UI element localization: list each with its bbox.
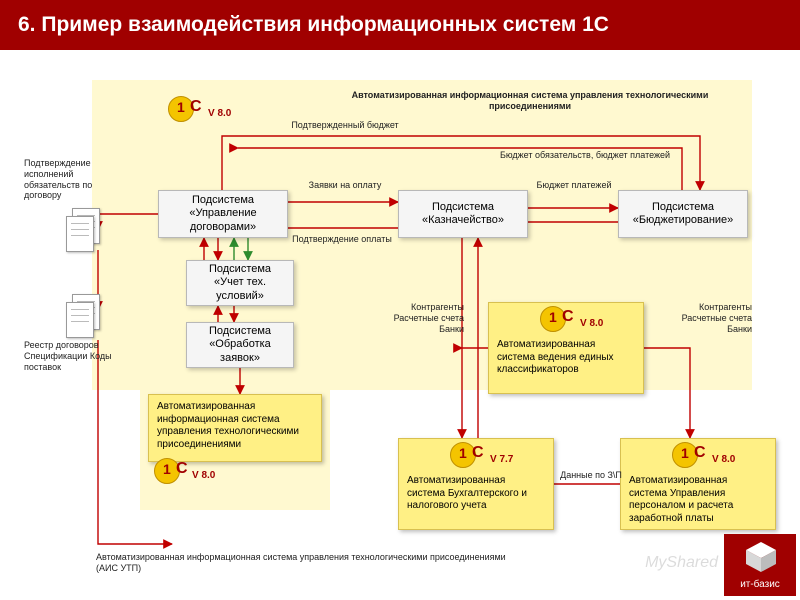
flow-label: Бюджет обязательств, бюджет платежей xyxy=(460,150,710,161)
logo-1c-icon: C xyxy=(154,458,186,484)
system-utp: Автоматизированная информационная систем… xyxy=(148,394,322,462)
logo-1c-icon: C xyxy=(540,306,572,332)
header-system-label: Автоматизированная информационная систем… xyxy=(330,90,730,112)
flow-label: Подтвержденный бюджет xyxy=(250,120,440,131)
documents-icon xyxy=(66,294,100,338)
subsystem-contracts: Подсистема «Управление договорами» xyxy=(158,190,288,238)
logo-1c-icon: C xyxy=(168,96,200,122)
flow-label: Данные по З\П xyxy=(556,470,626,481)
documents-icon xyxy=(66,208,100,252)
flow-label: Реестр договоров Спецификации Коды поста… xyxy=(24,340,114,372)
flow-label: Заявки на оплату xyxy=(300,180,390,191)
system-label: Автоматизированная система ведения едины… xyxy=(497,339,614,375)
footer-caption: Автоматизированная информационная систем… xyxy=(96,552,516,574)
version-tag: V 8.0 xyxy=(712,454,735,465)
version-tag: V 7.7 xyxy=(490,454,513,465)
logo-1c-icon: C xyxy=(450,442,482,468)
flow-label: Контрагенты Расчетные счета Банки xyxy=(378,302,464,334)
flow-label: Подтверждение оплаты xyxy=(292,234,392,245)
subsystem-treasury: Подсистема «Казначейство» xyxy=(398,190,528,238)
diagram-canvas: Автоматизированная информационная систем… xyxy=(0,50,800,598)
version-tag: V 8.0 xyxy=(208,108,231,119)
version-tag: V 8.0 xyxy=(192,470,215,481)
flow-label: Контрагенты Расчетные счета Банки xyxy=(666,302,752,334)
system-label: Автоматизированная система Бухгалтерског… xyxy=(407,475,527,511)
version-tag: V 8.0 xyxy=(580,318,603,329)
footer-brand-logo: ит-базис xyxy=(724,534,796,596)
page-title: 6. Пример взаимодействия информационных … xyxy=(0,0,800,50)
logo-1c-icon: C xyxy=(672,442,704,468)
footer-brand-text: ит-базис xyxy=(724,579,796,590)
flow-label: Подтверждение исполнений обязательств по… xyxy=(24,158,114,201)
system-label: Автоматизированная информационная систем… xyxy=(157,401,299,450)
subsystem-requests: Подсистема «Обработка заявок» xyxy=(186,322,294,368)
system-label: Автоматизированная система Управления пе… xyxy=(629,475,733,524)
watermark: MyShared xyxy=(645,554,718,572)
subsystem-budgeting: Подсистема «Бюджетирование» xyxy=(618,190,748,238)
subsystem-tech-conditions: Подсистема «Учет тех. условий» xyxy=(186,260,294,306)
flow-label: Бюджет платежей xyxy=(536,180,612,191)
